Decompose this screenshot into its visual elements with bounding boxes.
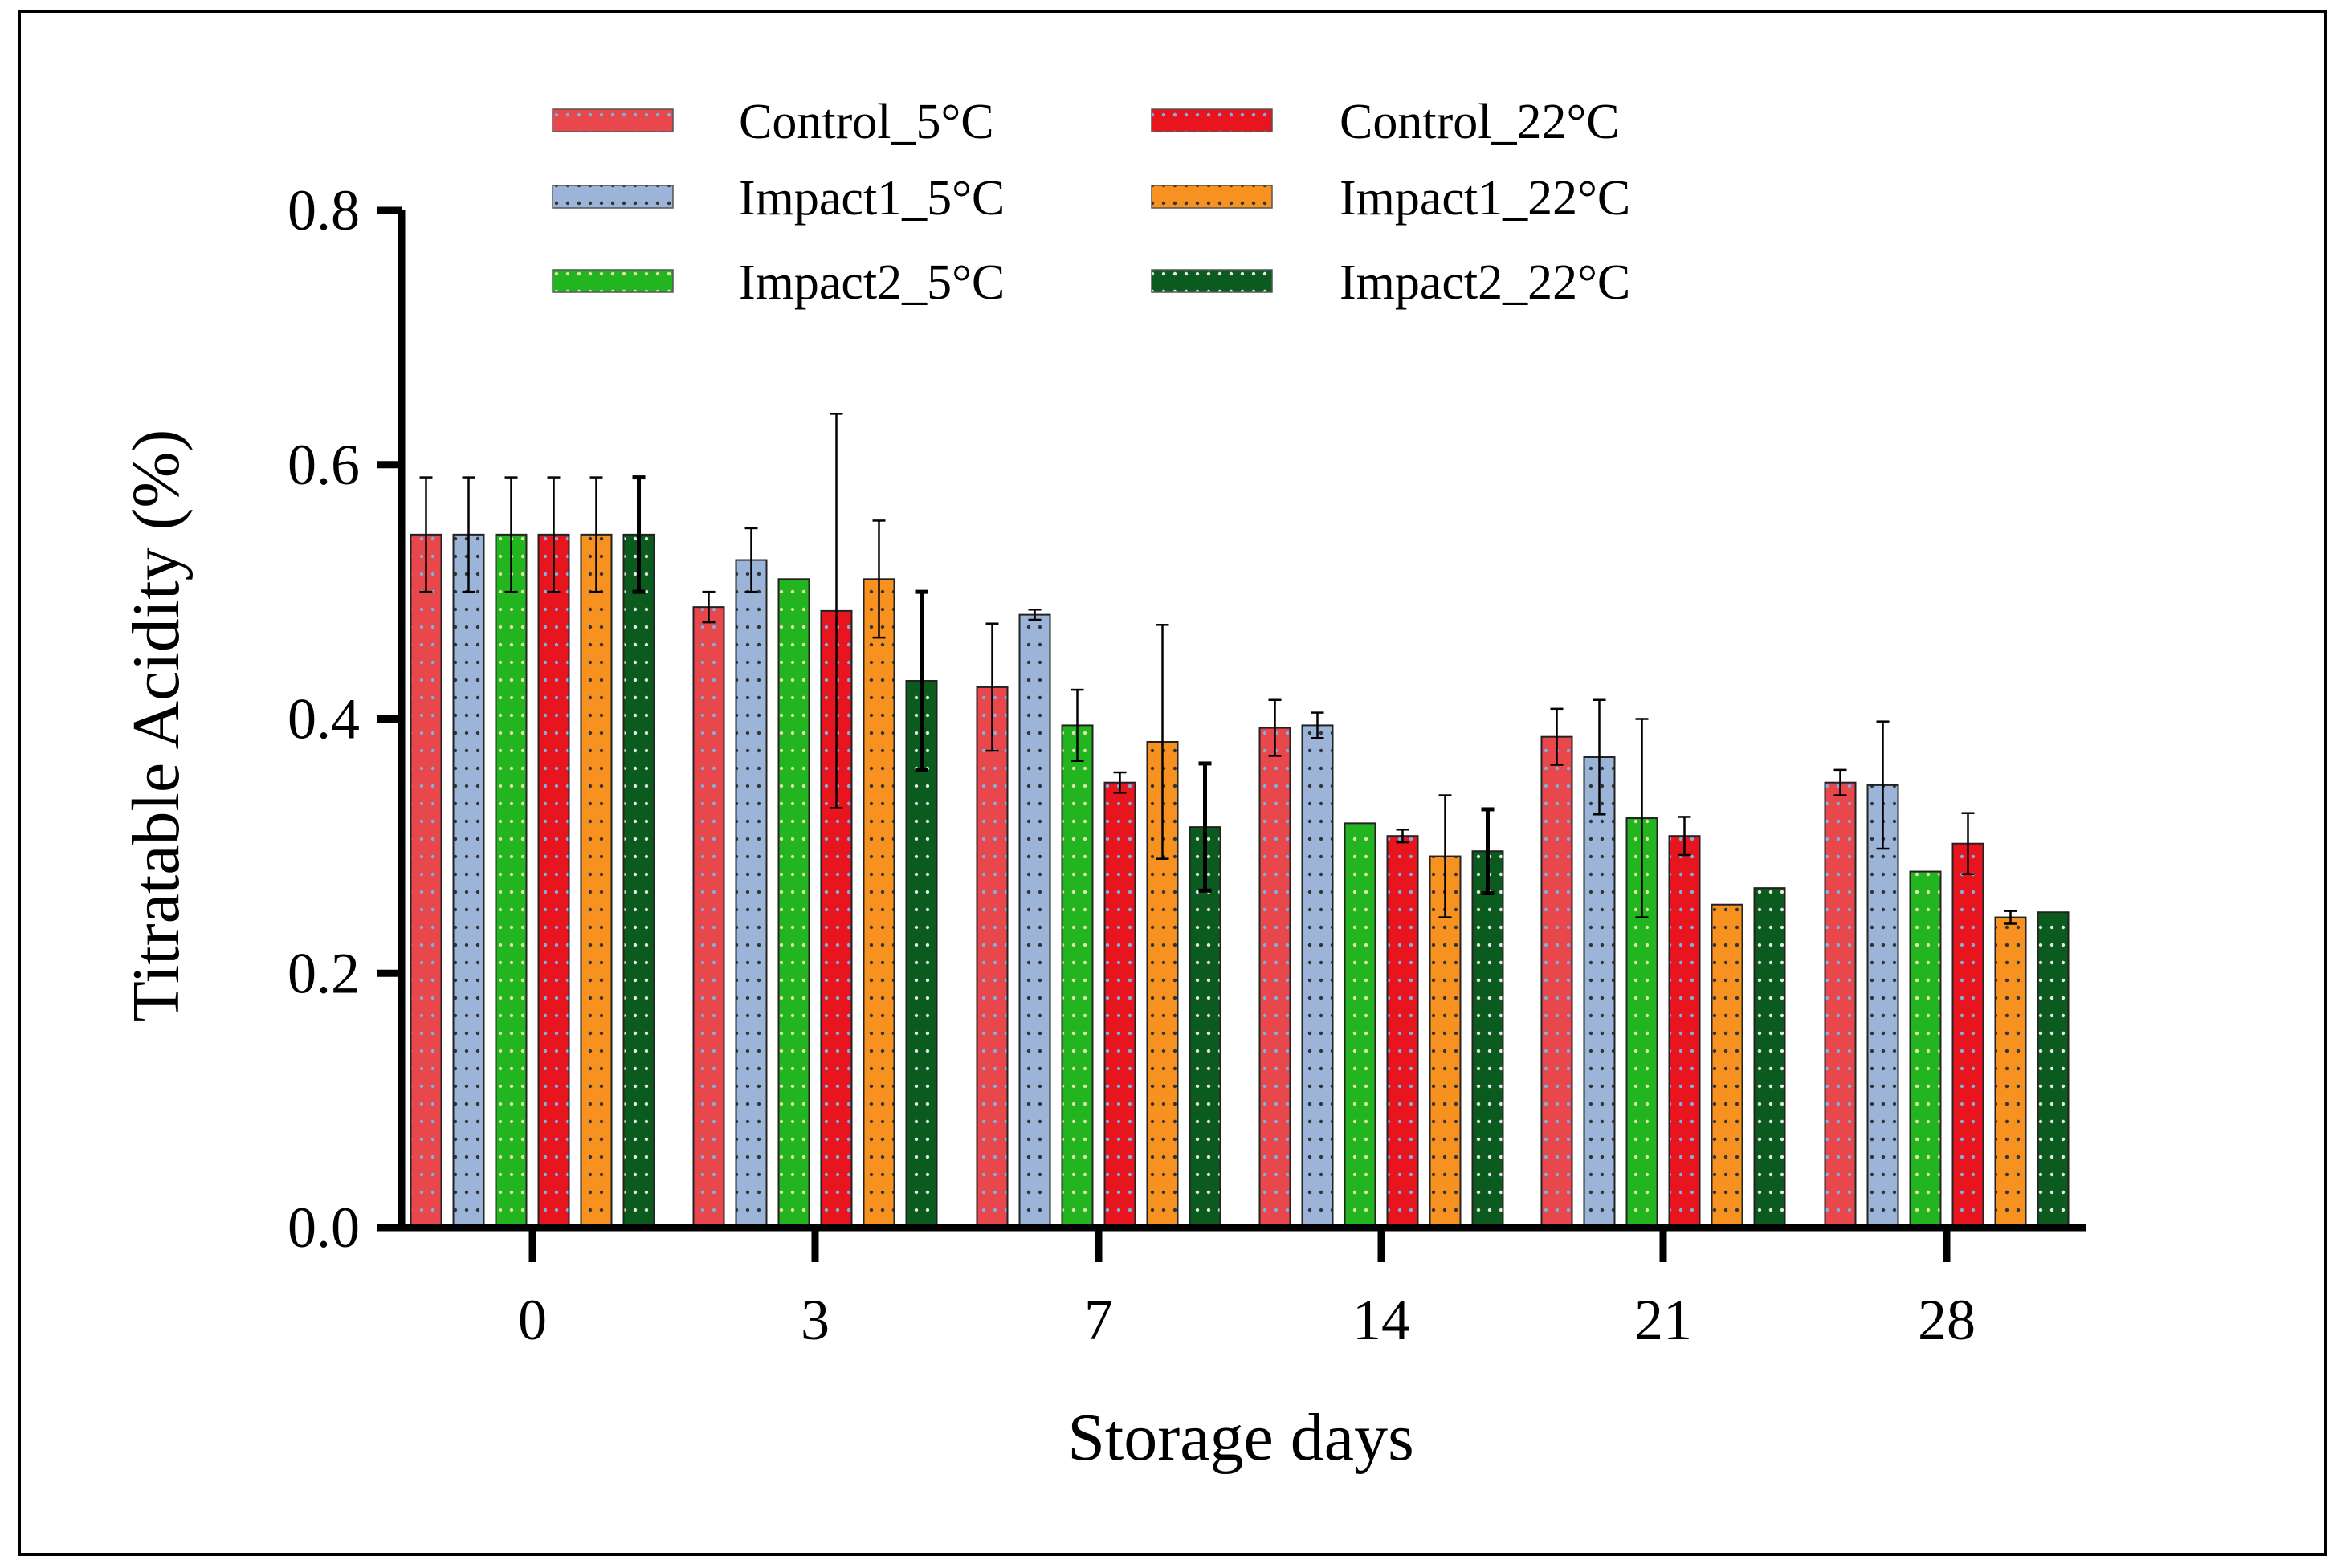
x-tick-label: 21 xyxy=(1634,1288,1692,1352)
legend-swatch xyxy=(552,269,674,293)
bar xyxy=(735,559,768,1228)
legend-swatch xyxy=(1151,108,1273,132)
y-axis-title: Titratable Acidity (%) xyxy=(119,430,194,1023)
bar xyxy=(1344,822,1376,1229)
bar xyxy=(777,578,810,1228)
legend: Control_5°C Impact1_5°C Impact2_5°C Control… xyxy=(552,95,1630,310)
legend-label: Control_22°C xyxy=(1340,95,1620,149)
bar xyxy=(863,578,895,1228)
y-tick-label: 0.8 xyxy=(288,178,360,242)
legend-label: Impact2_22°C xyxy=(1340,255,1630,310)
bar xyxy=(495,533,528,1228)
x-tick-label: 14 xyxy=(1352,1288,1410,1352)
x-ticks: 0 3 7 14 21 28 xyxy=(518,1228,1976,1352)
legend-label: Impact1_22°C xyxy=(1340,171,1630,226)
bars xyxy=(410,413,2070,1229)
legend-swatch xyxy=(552,185,674,209)
y-tick-label: 0.0 xyxy=(288,1195,360,1260)
legend-label: Control_5°C xyxy=(739,95,994,149)
bar xyxy=(905,679,938,1228)
bar xyxy=(537,533,570,1228)
bar xyxy=(1668,835,1701,1228)
bar xyxy=(580,533,613,1228)
bar xyxy=(1540,735,1573,1228)
bar xyxy=(1824,781,1857,1228)
bar xyxy=(1711,903,1743,1229)
bar xyxy=(1061,724,1094,1228)
bar xyxy=(1258,727,1291,1228)
y-tick-label: 0.2 xyxy=(288,941,360,1005)
x-axis-title: Storage days xyxy=(1067,1400,1414,1475)
x-tick-label: 7 xyxy=(1084,1288,1113,1352)
x-tick-label: 28 xyxy=(1918,1288,1976,1352)
bar xyxy=(1386,835,1419,1228)
bar xyxy=(2037,911,2070,1228)
x-tick-label: 0 xyxy=(518,1288,547,1352)
y-tick-label: 0.6 xyxy=(288,433,360,497)
legend-swatch xyxy=(1151,185,1273,209)
bar xyxy=(1909,870,1942,1229)
bar xyxy=(1471,850,1504,1228)
legend-label: Impact1_5°C xyxy=(739,171,1005,226)
bar xyxy=(410,533,442,1228)
bar xyxy=(692,606,725,1228)
x-tick-label: 3 xyxy=(801,1288,830,1352)
bar xyxy=(1994,916,2027,1228)
bar xyxy=(1103,781,1136,1228)
legend-swatch xyxy=(1151,269,1273,293)
bar xyxy=(1301,724,1334,1228)
bar xyxy=(1018,613,1051,1228)
bar xyxy=(1753,887,1786,1229)
bar xyxy=(1951,842,1984,1229)
bar xyxy=(1866,784,1899,1228)
y-ticks: 0.0 0.2 0.4 0.6 0.8 xyxy=(288,178,402,1260)
legend-label: Impact2_5°C xyxy=(739,255,1005,310)
bar xyxy=(976,686,1009,1228)
bar xyxy=(452,533,485,1228)
figure-frame xyxy=(18,10,2327,1556)
legend-swatch xyxy=(552,108,674,132)
bar xyxy=(1189,826,1221,1229)
bar xyxy=(1583,756,1616,1228)
y-tick-label: 0.4 xyxy=(288,687,360,751)
bar xyxy=(622,533,655,1228)
